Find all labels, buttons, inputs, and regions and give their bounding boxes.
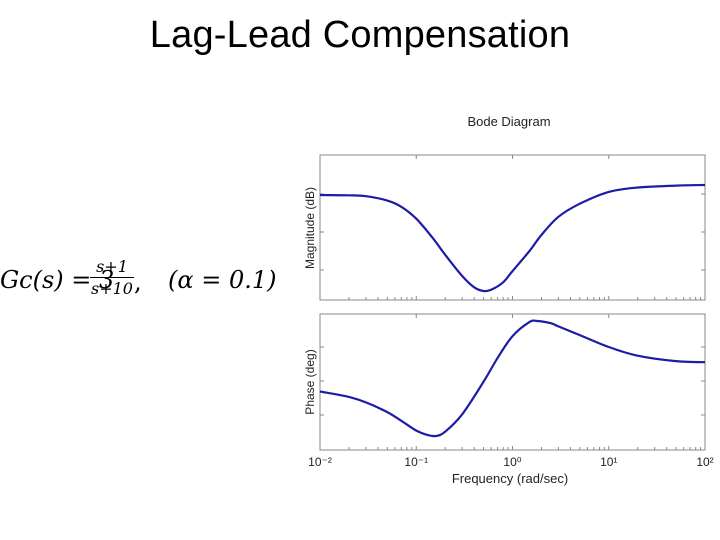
formula-numerator: s+1 bbox=[90, 257, 134, 278]
formula-lhs: Gc(s) = 3 bbox=[0, 266, 115, 294]
slide-title: Lag-Lead Compensation bbox=[149, 14, 571, 56]
formula-fraction: s+1 s+10 bbox=[90, 257, 134, 298]
frequency-xlabel: Frequency (rad/sec) bbox=[452, 471, 568, 486]
x-tick-label: 10⁻² bbox=[308, 455, 332, 469]
bode-title: Bode Diagram bbox=[467, 114, 550, 129]
x-tick-label: 10² bbox=[696, 455, 713, 469]
x-tick-label: 10⁰ bbox=[503, 455, 521, 469]
formula-separator: , bbox=[134, 268, 142, 296]
phase-ylabel: Phase (deg) bbox=[303, 349, 317, 414]
transfer-function-formula: Gc(s) = 3 s+1 s+10 , (α = 0.1) bbox=[0, 252, 276, 322]
magnitude-series-line bbox=[319, 183, 706, 293]
magnitude-plot-frame bbox=[319, 154, 706, 301]
phase-plot-frame bbox=[319, 313, 706, 451]
phase-series-line bbox=[319, 319, 706, 438]
x-tick-label: 10⁻¹ bbox=[404, 455, 428, 469]
magnitude-ylabel: Magnitude (dB) bbox=[303, 187, 317, 269]
formula-denominator: s+10 bbox=[91, 279, 133, 298]
x-tick-label: 10¹ bbox=[600, 455, 617, 469]
formula-alpha-note: (α = 0.1) bbox=[168, 266, 277, 294]
